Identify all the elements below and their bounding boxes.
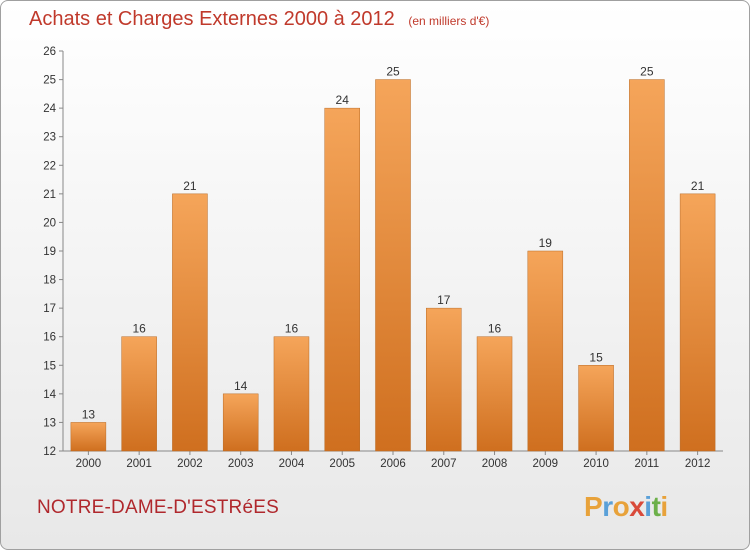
y-tick-label: 20 bbox=[43, 217, 56, 229]
y-tick-label: 13 bbox=[43, 417, 56, 429]
bar-2005 bbox=[324, 107, 360, 452]
bar-value-label: 16 bbox=[285, 322, 299, 336]
x-tick-label: 2007 bbox=[431, 458, 457, 470]
logo-letter: x bbox=[629, 491, 645, 522]
bar-value-label: 16 bbox=[488, 322, 502, 336]
bar-value-label: 14 bbox=[234, 379, 248, 393]
logo-letter: i bbox=[644, 491, 652, 522]
bar-2008 bbox=[476, 336, 513, 452]
bar-2010 bbox=[578, 365, 614, 452]
bar-2012 bbox=[679, 193, 716, 452]
x-tick-label: 2001 bbox=[126, 458, 152, 470]
bar-2001 bbox=[121, 336, 157, 452]
bar-2006 bbox=[375, 79, 411, 452]
bar-value-label: 25 bbox=[640, 65, 654, 79]
x-tick-label: 2010 bbox=[583, 458, 609, 470]
x-tick-label: 2005 bbox=[329, 458, 355, 470]
y-tick-label: 22 bbox=[43, 160, 56, 172]
bar-value-label: 19 bbox=[539, 236, 553, 250]
x-tick-label: 2000 bbox=[76, 458, 102, 470]
y-tick-label: 17 bbox=[43, 303, 56, 315]
bar-value-label: 21 bbox=[183, 179, 197, 193]
bar-2003 bbox=[222, 393, 259, 452]
x-tick-label: 2009 bbox=[533, 458, 559, 470]
x-tick-label: 2006 bbox=[380, 458, 406, 470]
y-tick-label: 15 bbox=[43, 360, 56, 372]
y-tick-label: 23 bbox=[43, 132, 56, 144]
logo-letter: i bbox=[660, 491, 668, 522]
bar-2009 bbox=[527, 250, 564, 452]
bar-value-label: 25 bbox=[386, 65, 400, 79]
bar-value-label: 21 bbox=[691, 179, 705, 193]
y-tick-label: 12 bbox=[43, 446, 56, 458]
y-tick-label: 26 bbox=[43, 46, 56, 58]
bar-value-label: 13 bbox=[82, 407, 96, 421]
x-tick-label: 2004 bbox=[279, 458, 305, 470]
chart-title: Achats et Charges Externes 2000 à 2012 (… bbox=[29, 8, 489, 31]
logo-letter: r bbox=[602, 491, 613, 522]
bar-value-label: 16 bbox=[132, 322, 146, 336]
bar-value-label: 24 bbox=[336, 93, 350, 107]
commune-name: NOTRE-DAME-D'ESTRéES bbox=[37, 497, 279, 518]
chart-unit: (en milliers d'€) bbox=[408, 14, 490, 28]
bar-2000 bbox=[70, 422, 107, 452]
bar-value-label: 17 bbox=[437, 293, 451, 307]
x-tick-label: 2012 bbox=[685, 458, 711, 470]
logo-letter: o bbox=[612, 491, 630, 522]
y-tick-label: 16 bbox=[43, 332, 56, 344]
y-tick-label: 21 bbox=[43, 189, 56, 201]
bar-2002 bbox=[172, 193, 208, 452]
bar-value-label: 15 bbox=[589, 350, 603, 364]
x-tick-label: 2011 bbox=[634, 458, 659, 470]
y-tick-label: 19 bbox=[43, 246, 56, 258]
x-tick-label: 2003 bbox=[228, 458, 254, 470]
logo-letter: t bbox=[651, 491, 661, 522]
bar-2011 bbox=[629, 79, 665, 452]
y-tick-label: 18 bbox=[43, 275, 56, 287]
chart-title-text: Achats et Charges Externes 2000 à 2012 bbox=[29, 8, 395, 30]
logo-letter: P bbox=[584, 491, 603, 522]
x-tick-label: 2008 bbox=[482, 458, 508, 470]
proxiti-logo: Proxiti bbox=[584, 491, 668, 523]
y-tick-label: 25 bbox=[43, 75, 56, 87]
y-tick-label: 14 bbox=[43, 389, 56, 401]
x-tick-label: 2002 bbox=[177, 458, 203, 470]
bar-2004 bbox=[273, 336, 310, 452]
bar-2007 bbox=[426, 307, 462, 452]
y-tick-label: 24 bbox=[43, 103, 56, 115]
